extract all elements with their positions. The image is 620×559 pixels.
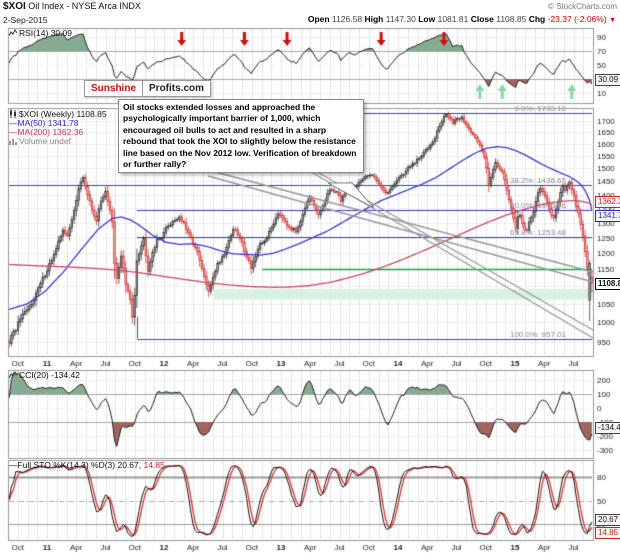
ma50-legend-text: MA(50) 1341.78 bbox=[17, 118, 79, 128]
price-legend-text: $XOI (Weekly) 1108.85 bbox=[19, 109, 107, 119]
high-label: High bbox=[364, 14, 384, 24]
high-value: 1147.30 bbox=[385, 14, 416, 24]
cci-legend: CCI(20) -134.42 bbox=[8, 370, 80, 382]
close-label: Close bbox=[470, 14, 494, 24]
ma50-legend: —MA(50) 1341.78 bbox=[9, 118, 79, 128]
close-value-box: 1108.85 bbox=[595, 278, 620, 290]
logo-part1: Sunshine bbox=[91, 83, 137, 94]
rsi-legend-text: RSI(14) 30.09 bbox=[19, 28, 72, 38]
sunshine-profits-logo: Sunshine Profits.com bbox=[84, 80, 212, 97]
indicator-icon bbox=[8, 371, 18, 382]
candlestick-icon bbox=[9, 109, 17, 121]
symbol: $XOI bbox=[3, 1, 26, 12]
annotation-pointer bbox=[327, 182, 375, 209]
low-label: Low bbox=[418, 14, 436, 24]
ma200-legend-text: MA(200) 1362.36 bbox=[17, 127, 84, 137]
ma200-value-box: 1362.36 bbox=[595, 196, 620, 208]
title-rest: Oil Index - NYSE Arca INDX bbox=[25, 1, 141, 11]
close-value: 1108.85 bbox=[496, 14, 527, 24]
indicator-icon bbox=[8, 29, 18, 40]
rsi-value-box: 30.09 bbox=[595, 74, 620, 86]
chg-down-triangle-icon: ▼ bbox=[609, 17, 616, 24]
low-value: 1081.81 bbox=[437, 14, 469, 24]
sto-legend-k: Full STO %K(14,3) %D(3) 20.67, bbox=[17, 460, 142, 470]
ma200-legend: —MA(200) 1362.36 bbox=[9, 127, 84, 137]
ma50-value-box: 1341.78 bbox=[595, 210, 620, 222]
price-legend: $XOI (Weekly) 1108.85 bbox=[9, 109, 107, 121]
cci-legend-text: CCI(20) -134.42 bbox=[19, 370, 80, 380]
logo-part2: Profits.com bbox=[142, 81, 210, 96]
chg-value: -23.37 (-2.06%) bbox=[547, 14, 607, 24]
quote-line: Open 1126.58 High 1147.30 Low 1081.81 Cl… bbox=[308, 14, 616, 24]
copyright: © StockCharts.com bbox=[547, 2, 617, 11]
sto-d-value-box: 14.85 bbox=[595, 527, 620, 539]
sto-legend-d: 14.85 bbox=[143, 460, 165, 470]
rsi-legend: RSI(14) 30.09 bbox=[8, 28, 72, 40]
chart-title: $XOI Oil Index - NYSE Arca INDX bbox=[3, 1, 141, 12]
open-label: Open bbox=[307, 14, 330, 24]
volume-legend-text: Volume undef bbox=[19, 136, 71, 146]
open-value: 1126.58 bbox=[331, 14, 363, 24]
chart-date: 2-Sep-2015 bbox=[3, 15, 48, 25]
volume-icon bbox=[9, 137, 17, 148]
volume-legend: Volume undef bbox=[9, 136, 71, 148]
chg-label: Chg bbox=[528, 14, 546, 24]
annotation-box: Oil stocks extended losses and approache… bbox=[118, 99, 364, 174]
sto-legend: —Full STO %K(14,3) %D(3) 20.67, 14.85 bbox=[9, 460, 165, 470]
cci-value-box: -134.42 bbox=[595, 422, 620, 434]
sto-k-value-box: 20.67 bbox=[595, 514, 620, 526]
